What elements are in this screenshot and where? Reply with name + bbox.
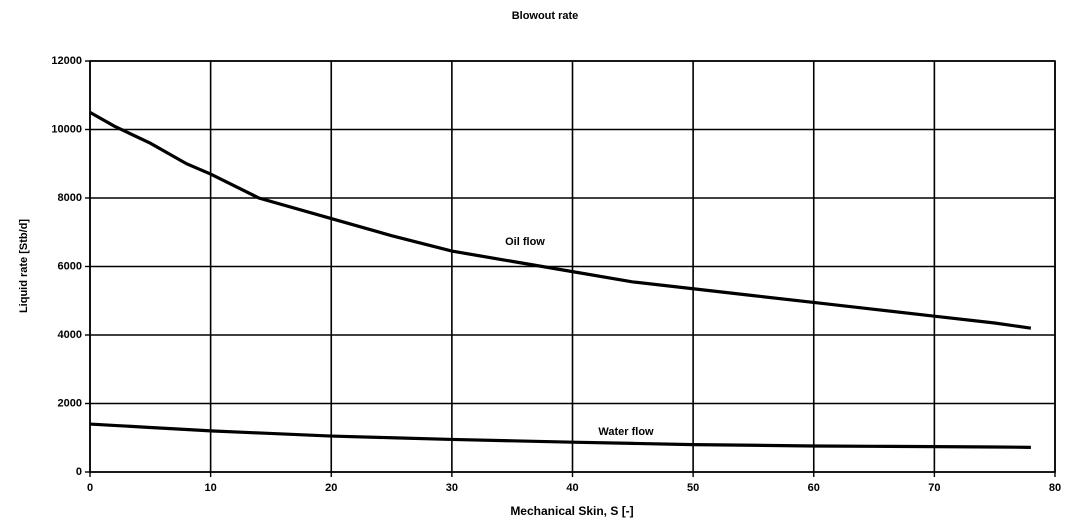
- x-tick-label: 70: [928, 482, 940, 494]
- x-tick-label: 0: [87, 482, 93, 494]
- x-tick-label: 80: [1049, 482, 1061, 494]
- y-tick-label: 4000: [58, 329, 82, 341]
- series-line: [89, 110, 1032, 330]
- chart-title: Blowout rate: [512, 10, 579, 22]
- y-tick-label: 12000: [51, 55, 82, 67]
- series-line: [89, 422, 1031, 449]
- y-tick-label: 0: [76, 466, 82, 478]
- y-tick-label: 2000: [58, 397, 82, 409]
- x-tick-label: 40: [566, 482, 578, 494]
- series-label: Oil flow: [505, 236, 545, 248]
- x-tick-label: 50: [687, 482, 699, 494]
- series-label: Water flow: [598, 426, 654, 438]
- x-tick-label: 30: [446, 482, 458, 494]
- y-axis-label: Liquid rate [Stb/d]: [18, 219, 30, 313]
- y-tick-label: 8000: [58, 192, 82, 204]
- y-tick-label: 6000: [58, 260, 82, 272]
- plot-frame: [89, 60, 1056, 473]
- x-tick-label: 20: [325, 482, 337, 494]
- x-axis-label: Mechanical Skin, S [-]: [510, 504, 633, 518]
- x-tick-label: 60: [808, 482, 820, 494]
- y-tick-label: 10000: [51, 123, 82, 135]
- x-tick-label: 10: [205, 482, 217, 494]
